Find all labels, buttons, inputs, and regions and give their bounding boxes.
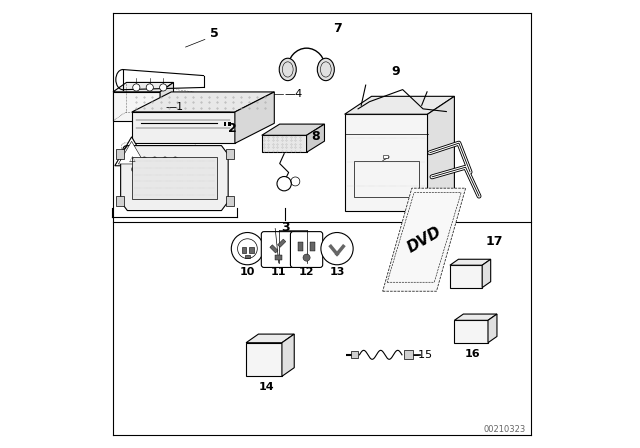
Bar — [278, 239, 286, 247]
Bar — [116, 149, 124, 159]
Text: 11: 11 — [271, 267, 287, 277]
Polygon shape — [262, 135, 307, 152]
Polygon shape — [344, 114, 428, 211]
Polygon shape — [344, 96, 454, 114]
Text: —1: —1 — [165, 102, 184, 112]
Polygon shape — [428, 96, 454, 211]
Polygon shape — [132, 92, 275, 112]
Polygon shape — [383, 188, 465, 291]
Text: 00210323: 00210323 — [484, 425, 526, 434]
Text: 7: 7 — [333, 22, 342, 35]
Circle shape — [231, 233, 264, 265]
Text: 8: 8 — [311, 130, 319, 143]
Circle shape — [146, 84, 154, 91]
Text: —18: —18 — [152, 153, 177, 163]
Circle shape — [152, 167, 157, 172]
FancyBboxPatch shape — [123, 146, 195, 179]
Text: —4: —4 — [284, 89, 303, 99]
Ellipse shape — [279, 58, 296, 81]
Polygon shape — [450, 259, 491, 265]
Polygon shape — [115, 137, 148, 166]
Circle shape — [132, 84, 140, 91]
Text: DVD: DVD — [404, 224, 444, 255]
Text: 9: 9 — [392, 65, 400, 78]
Polygon shape — [120, 146, 228, 211]
Polygon shape — [307, 124, 324, 152]
Polygon shape — [450, 265, 482, 288]
Bar — [226, 196, 234, 206]
Polygon shape — [118, 141, 145, 164]
Text: 12: 12 — [299, 267, 314, 277]
Polygon shape — [482, 259, 491, 288]
Text: —6: —6 — [196, 160, 215, 170]
Text: 17: 17 — [486, 234, 503, 248]
Circle shape — [131, 167, 137, 172]
Text: 2: 2 — [228, 122, 237, 135]
Bar — [245, 255, 250, 258]
Bar — [228, 122, 231, 126]
Polygon shape — [113, 92, 160, 121]
Polygon shape — [160, 82, 173, 121]
Bar — [351, 351, 358, 358]
Polygon shape — [235, 92, 275, 143]
Circle shape — [173, 157, 178, 162]
Bar — [223, 122, 227, 126]
Bar — [270, 245, 278, 253]
Polygon shape — [246, 334, 294, 343]
Bar — [383, 155, 388, 158]
FancyBboxPatch shape — [291, 232, 323, 267]
Bar — [298, 242, 303, 251]
Bar — [241, 247, 246, 253]
Bar — [310, 242, 315, 251]
Text: 16: 16 — [465, 349, 480, 358]
Bar — [275, 255, 282, 260]
Text: 14: 14 — [259, 382, 274, 392]
Bar — [249, 247, 253, 253]
Circle shape — [141, 167, 147, 172]
Circle shape — [159, 84, 167, 91]
Text: 10: 10 — [240, 267, 255, 277]
Polygon shape — [488, 314, 497, 343]
Circle shape — [131, 157, 137, 162]
Circle shape — [277, 177, 291, 191]
Circle shape — [163, 157, 168, 162]
Polygon shape — [132, 157, 217, 199]
Polygon shape — [132, 112, 235, 143]
Circle shape — [173, 167, 178, 172]
Text: —15: —15 — [407, 350, 433, 360]
Polygon shape — [262, 124, 324, 135]
Polygon shape — [282, 334, 294, 376]
Polygon shape — [246, 343, 282, 376]
Polygon shape — [454, 314, 497, 320]
Circle shape — [321, 233, 353, 265]
Circle shape — [141, 157, 147, 162]
Text: 3: 3 — [281, 221, 289, 234]
Bar — [404, 350, 413, 359]
Text: 5: 5 — [210, 27, 219, 40]
Circle shape — [163, 167, 168, 172]
Ellipse shape — [317, 58, 334, 81]
Bar — [116, 196, 124, 206]
Circle shape — [152, 157, 157, 162]
Text: 13: 13 — [330, 267, 345, 277]
FancyBboxPatch shape — [261, 232, 296, 267]
Polygon shape — [113, 82, 173, 92]
Bar — [226, 149, 234, 159]
Text: ⚠: ⚠ — [128, 155, 135, 164]
Circle shape — [303, 254, 310, 261]
Polygon shape — [454, 320, 488, 343]
